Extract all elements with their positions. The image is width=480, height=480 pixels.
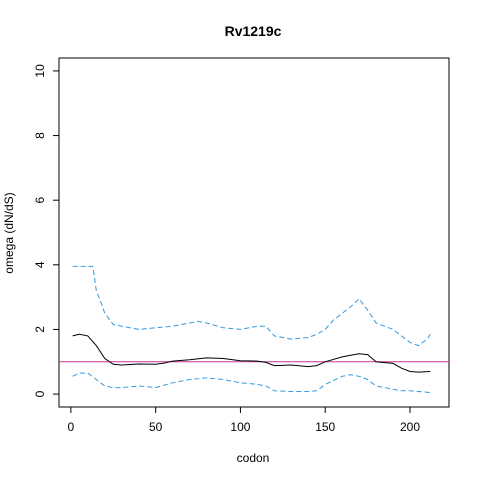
plot-frame [58,57,450,408]
series-line-lower [72,372,431,393]
y-axis: 0 2 4 6 8 10 [33,64,59,397]
x-tick-label: 0 [68,420,75,434]
y-tick-label: 0 [33,390,47,397]
chart-title: Rv1219c [225,23,282,39]
y-tick-label: 2 [33,326,47,333]
y-tick-label: 10 [33,64,47,78]
series-layer [59,265,449,393]
x-tick-label: 100 [230,420,250,434]
x-axis: 0 50 100 150 200 [68,407,420,434]
y-tick-label: 8 [33,132,47,139]
y-axis-label: omega (dN/dS) [2,192,16,273]
y-tick-label: 6 [33,197,47,204]
series-line-estimate [72,333,431,373]
x-tick-label: 50 [149,420,163,434]
x-axis-label: codon [237,451,270,465]
series-line-upper [72,265,431,347]
y-tick-label: 4 [33,261,47,268]
x-tick-label: 150 [315,420,335,434]
x-tick-label: 200 [400,420,420,434]
